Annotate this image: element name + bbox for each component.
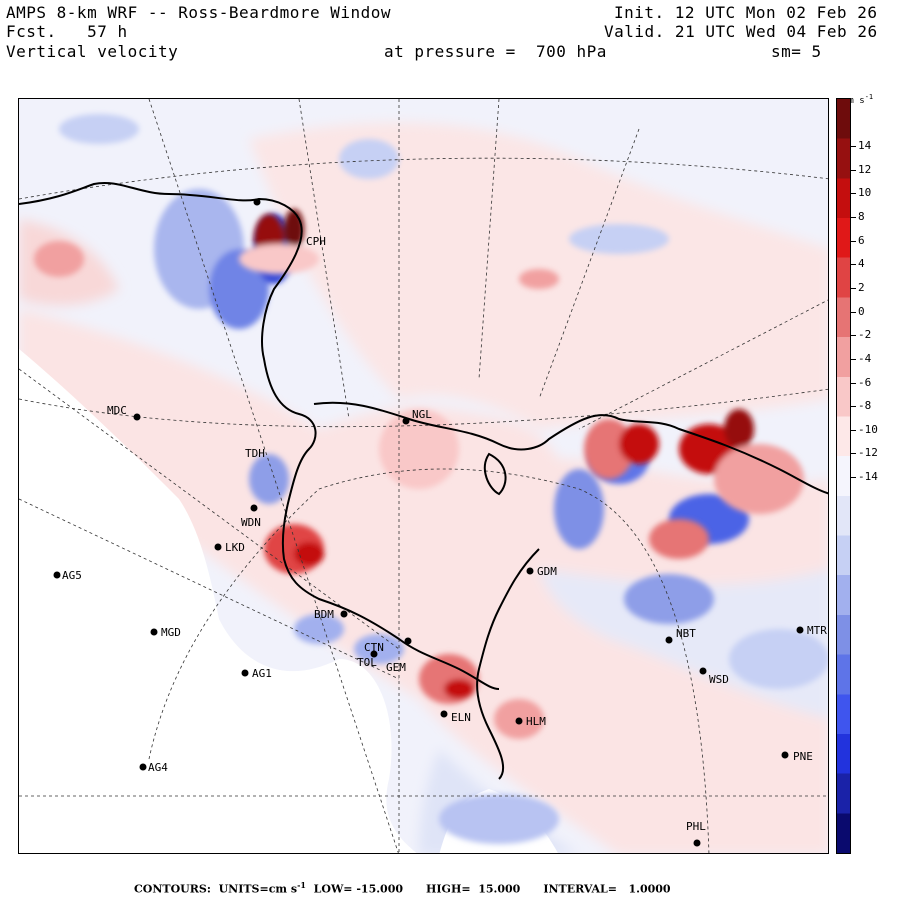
- station-label-hlm: HLM: [526, 715, 546, 728]
- station-dot-nbt: [665, 636, 673, 644]
- colorbar-label: 2: [858, 281, 865, 294]
- station-label-phl: PHL: [686, 820, 706, 833]
- contour-info: CONTOURS: UNITS=cm s-1 LOW= -15.000 HIGH…: [134, 880, 671, 896]
- colorbar-label: -6: [858, 376, 872, 389]
- station-label-mdc: MDC: [107, 404, 127, 417]
- colorbar-tick: [851, 217, 856, 218]
- colorbar-tick: [851, 312, 856, 313]
- station-dot-ctn: [370, 650, 378, 658]
- smoothing-value: sm= 5: [771, 42, 822, 61]
- colorbar-label: -10: [858, 423, 878, 436]
- coastline: [19, 182, 828, 780]
- station-dot-pne: [781, 751, 789, 759]
- station-label-tdh: TDH: [245, 447, 265, 460]
- colorbar-tick: [851, 241, 856, 242]
- station-label-tol: TOL: [357, 656, 377, 669]
- colorbar-label: -2: [858, 328, 872, 341]
- colorbar-tick: [851, 288, 856, 289]
- init-time: Init. 12 UTC Mon 02 Feb 26: [614, 3, 878, 22]
- station-dot-eln: [440, 710, 448, 718]
- station-label-cph: CPH: [306, 235, 326, 248]
- station-label-gem: GEM: [386, 661, 406, 674]
- station-dot-ag4: [139, 763, 147, 771]
- colorbar-label: 4: [858, 257, 865, 270]
- station-label-eln: ELN: [451, 711, 471, 724]
- station-dot-hlm: [515, 717, 523, 725]
- station-label-ngl: NGL: [412, 408, 432, 421]
- station-label-ag4: AG4: [148, 761, 168, 774]
- colorbar-tick: [851, 430, 856, 431]
- colorbar-tick: [851, 359, 856, 360]
- station-dot-mtr: [796, 626, 804, 634]
- colorbar-label: 6: [858, 234, 865, 247]
- station-label-wdn: WDN: [241, 516, 261, 529]
- station-dot-wsd: [699, 667, 707, 675]
- terrain-mask: [19, 349, 417, 853]
- colorbar-label: 10: [858, 186, 872, 199]
- station-label-wsd: WSD: [709, 673, 729, 686]
- colorbar-tick: [851, 193, 856, 194]
- colorbar-tick: [851, 383, 856, 384]
- station-label-mgd: MGD: [161, 626, 181, 639]
- colorbar-label: 0: [858, 305, 865, 318]
- colorbar-tick: [851, 335, 856, 336]
- map-title: AMPS 8-km WRF -- Ross-Beardmore Window: [6, 3, 392, 22]
- station-label-pne: PNE: [793, 750, 813, 763]
- pressure-level: at pressure = 700 hPa: [384, 42, 607, 61]
- colorbar-label: -4: [858, 352, 872, 365]
- station-label-ag5: AG5: [62, 569, 82, 582]
- station-label-lkd: LKD: [225, 541, 245, 554]
- station-dot-wdn: [250, 504, 258, 512]
- field-name: Vertical velocity: [6, 42, 179, 61]
- colorbar-label: 8: [858, 210, 865, 223]
- station-dot-cph: [253, 198, 261, 206]
- station-label-ctn: CTN: [364, 641, 384, 654]
- station-dot-ngl: [402, 417, 410, 425]
- colorbar-label: 12: [858, 163, 872, 176]
- station-label-bdm: BDM: [314, 608, 334, 621]
- colorbar-label: -12: [858, 446, 878, 459]
- forecast-hour: Fcst. 57 h: [6, 22, 128, 41]
- station-dot-ag5: [53, 571, 61, 579]
- colorbar-tick: [851, 264, 856, 265]
- map-panel[interactable]: CPH MDC NGL TDH WDN LKD AG5 BDM MGD GDM …: [18, 98, 829, 854]
- station-dot-bdm: [340, 610, 348, 618]
- station-dot-phl: [693, 839, 701, 847]
- colorbar: [836, 98, 851, 854]
- colorbar-tick: [851, 453, 856, 454]
- station-dot-ag1: [241, 669, 249, 677]
- colorbar-label: -8: [858, 399, 872, 412]
- station-label-gdm: GDM: [537, 565, 557, 578]
- colorbar-tick: [851, 170, 856, 171]
- colorbar-label: -14: [858, 470, 878, 483]
- colorbar-tick: [851, 477, 856, 478]
- station-label-mtr: MTR: [807, 624, 827, 637]
- vertical-velocity-map: CPH MDC NGL TDH WDN LKD AG5 BDM MGD GDM …: [19, 99, 828, 853]
- station-label-ag1: AG1: [252, 667, 272, 680]
- colorbar-tick: [851, 406, 856, 407]
- station-dot-lkd: [214, 543, 222, 551]
- colorbar-label: 14: [858, 139, 872, 152]
- graticule: [19, 99, 828, 853]
- station-dot-mgd: [150, 628, 158, 636]
- station-dot-gdm: [526, 567, 534, 575]
- colorbar-units: cm s-1: [843, 93, 874, 106]
- valid-time: Valid. 21 UTC Wed 04 Feb 26: [604, 22, 878, 41]
- station-label-nbt: NBT: [676, 627, 696, 640]
- stations: CPH MDC NGL TDH WDN LKD AG5 BDM MGD GDM …: [53, 198, 827, 847]
- station-dot-mdc: [133, 413, 141, 421]
- colorbar-tick: [851, 146, 856, 147]
- station-dot-gem: [404, 637, 412, 645]
